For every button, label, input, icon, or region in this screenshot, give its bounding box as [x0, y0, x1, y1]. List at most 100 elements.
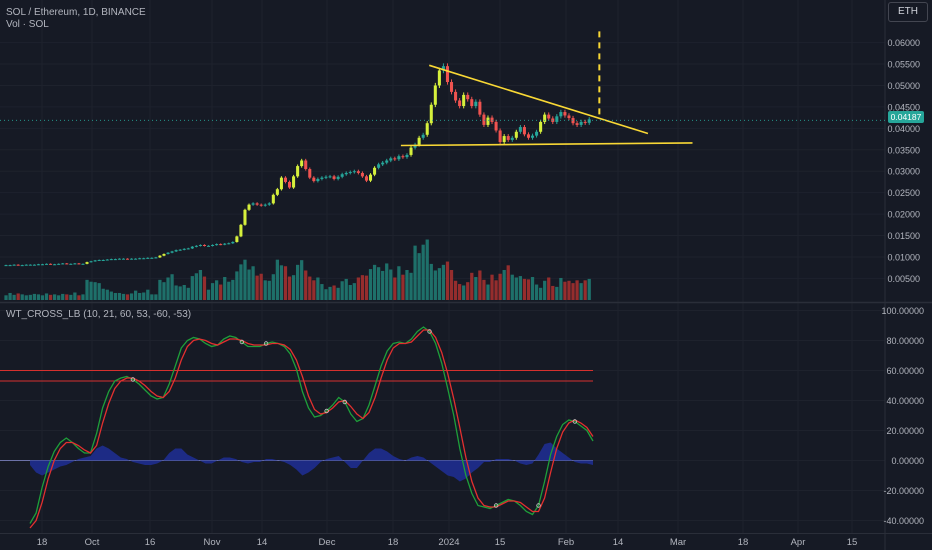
- volume-bar: [453, 280, 458, 300]
- candle-body: [429, 104, 433, 124]
- volume-bar: [571, 283, 575, 300]
- volume-bar: [4, 295, 8, 300]
- price-tick-label: 0.04500: [887, 102, 920, 112]
- volume-bar: [93, 282, 97, 300]
- volume-bar: [567, 280, 571, 300]
- candle-body: [352, 171, 356, 173]
- candle-body: [328, 176, 332, 178]
- price-tick-label: 0.03000: [887, 167, 920, 177]
- candle-body: [53, 264, 57, 266]
- volume-bar: [498, 273, 502, 300]
- candle-body: [194, 245, 198, 247]
- price-tick-label: 0.02000: [887, 210, 920, 220]
- candle-body: [539, 121, 543, 132]
- volume-bar: [227, 281, 231, 300]
- currency-button[interactable]: ETH: [888, 2, 928, 22]
- candle-body: [518, 127, 522, 132]
- volume-bar: [186, 287, 190, 300]
- candle-body: [69, 263, 73, 265]
- candle-body: [466, 94, 470, 100]
- candle-body: [490, 117, 494, 122]
- candle-body: [32, 264, 36, 266]
- candle-body: [251, 203, 255, 205]
- candle-body: [575, 123, 579, 125]
- candle-body: [49, 263, 53, 265]
- volume-bar: [300, 260, 304, 300]
- candle-body: [288, 181, 292, 188]
- candle-body: [275, 189, 279, 195]
- candle-body: [267, 203, 271, 205]
- volume-bar: [547, 277, 551, 300]
- candle-body: [259, 204, 263, 206]
- candle-body: [182, 248, 186, 250]
- volume-bar: [324, 289, 328, 300]
- volume-bar: [121, 293, 126, 300]
- volume-bar: [539, 287, 543, 300]
- candle-body: [369, 174, 373, 181]
- candle-body: [332, 176, 336, 179]
- volume-bar: [198, 270, 203, 300]
- candle-body: [77, 263, 81, 265]
- price-axis-labels: 0.06000 0.05500 0.05000 0.04500 0.04000 0.035…: [887, 38, 920, 284]
- candle-body: [231, 241, 235, 244]
- indicator-axis-labels: 100.00000 80.00000 60.00000 40.00000 20.0000…: [881, 306, 924, 526]
- volume-bar: [308, 276, 312, 300]
- candle-body: [437, 70, 441, 86]
- indicator-legend: WT_CROSS_LB (10, 21, 60, 53, -60, -53): [6, 309, 192, 320]
- volume-bar: [57, 295, 61, 300]
- candle-body: [555, 116, 559, 122]
- volume-bar: [125, 294, 130, 300]
- candle-body: [235, 236, 239, 242]
- candle-body: [101, 259, 105, 261]
- volume-bar: [166, 277, 170, 300]
- wt1-line: [29, 326, 594, 524]
- candle-body: [417, 137, 421, 145]
- volume-bar: [522, 278, 527, 300]
- volume-bar: [372, 264, 377, 300]
- volume-bar: [32, 293, 36, 300]
- price-tick-label: 0.06000: [887, 38, 920, 48]
- candle-body: [223, 243, 227, 245]
- volume-bar: [470, 272, 474, 300]
- volume-bar: [377, 267, 381, 300]
- candle-body: [126, 258, 130, 260]
- candle-body: [522, 127, 526, 135]
- volume-bar: [336, 287, 340, 300]
- cross-dot: [427, 329, 432, 334]
- volume-bar: [474, 277, 478, 300]
- candle-body: [8, 265, 12, 267]
- candle-body: [178, 249, 182, 251]
- volume-bar: [134, 290, 138, 300]
- volume-bar: [20, 294, 24, 300]
- time-tick-label: 14: [613, 537, 624, 548]
- volume-bar: [534, 284, 539, 300]
- candle-body: [300, 160, 304, 167]
- volume-bar: [36, 294, 41, 300]
- volume-bar: [223, 277, 227, 300]
- time-tick-label: Feb: [558, 537, 574, 548]
- candle-body: [28, 264, 32, 266]
- candle-body: [263, 204, 267, 206]
- candle-body: [279, 177, 283, 190]
- time-tick-label: 16: [145, 537, 156, 548]
- candle-body: [510, 137, 514, 140]
- volume-bar: [316, 277, 320, 300]
- candle-body: [320, 177, 324, 179]
- volume-bar: [117, 292, 122, 300]
- candle-body: [405, 154, 409, 158]
- volume-bar: [506, 265, 510, 300]
- volume-bar: [8, 292, 12, 300]
- volume-bar: [320, 284, 324, 300]
- volume-bar: [425, 239, 429, 300]
- volume-bar: [559, 277, 563, 300]
- wt2-line: [29, 329, 594, 529]
- volume-bar: [579, 283, 583, 300]
- candle-body: [121, 258, 125, 260]
- candle-body: [494, 121, 498, 131]
- candle-body: [113, 259, 117, 261]
- candle-body: [243, 209, 247, 225]
- volume-bar: [312, 280, 316, 300]
- volume-bar: [202, 276, 207, 300]
- candle-body: [433, 85, 437, 105]
